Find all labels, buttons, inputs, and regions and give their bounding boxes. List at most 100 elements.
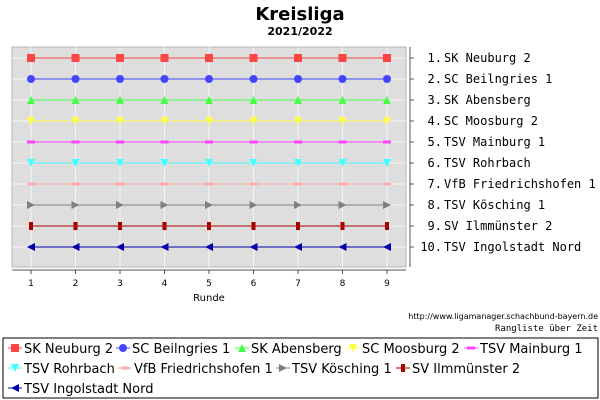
series: [27, 201, 391, 209]
data-point: [338, 201, 347, 209]
data-point: [249, 243, 258, 251]
data-point: [338, 117, 347, 125]
data-point: [249, 201, 258, 209]
data-point: [338, 182, 347, 186]
data-point: [71, 201, 80, 209]
legend-entry: SV Ilmmünster 2: [396, 362, 520, 377]
series: [29, 222, 389, 230]
legend-entry: SC Beilngries 1: [116, 342, 230, 357]
x-tick-label: 7: [295, 279, 301, 289]
legend: SK Neuburg 2 SC Beilngries 1 SK Abensberg S…: [8, 342, 583, 397]
data-point: [116, 75, 124, 83]
team-rank-label: TSV Rohrbach: [444, 156, 531, 170]
data-point: [294, 201, 302, 209]
source-url: http://www.ligamanager.schachbund-bayern…: [408, 312, 598, 321]
data-point: [383, 140, 391, 144]
data-point: [294, 182, 302, 186]
data-point: [205, 201, 213, 209]
data-point: [116, 159, 124, 167]
team-rank-label: SC Beilngries 1: [444, 72, 552, 86]
data-point: [71, 54, 80, 62]
rank-number: 7.: [428, 177, 442, 191]
rank-number: 1.: [428, 51, 442, 65]
data-point: [160, 140, 169, 144]
rank-number: 3.: [428, 93, 442, 107]
data-point: [294, 96, 302, 104]
data-point: [27, 54, 35, 62]
data-point: [160, 201, 169, 209]
legend-marker: [11, 344, 19, 352]
data-point: [27, 243, 35, 251]
rank-number: 2.: [428, 72, 442, 86]
data-point: [116, 182, 124, 186]
data-point: [383, 159, 391, 167]
legend-label: SC Moosburg 2: [362, 342, 460, 357]
data-point: [116, 117, 124, 125]
data-point: [294, 117, 302, 125]
legend-marker: [238, 344, 246, 352]
data-point: [249, 159, 258, 167]
data-point: [338, 159, 347, 167]
data-point: [27, 75, 35, 83]
data-point: [162, 222, 167, 230]
x-tick-label: 2: [73, 279, 79, 289]
data-point: [249, 96, 258, 104]
series: [27, 117, 391, 125]
data-point: [338, 140, 347, 144]
data-point: [27, 159, 35, 167]
data-point: [205, 75, 213, 83]
data-point: [294, 54, 302, 62]
series: [27, 243, 391, 251]
team-rank-label: SC Moosburg 2: [444, 114, 538, 128]
legend-label: SK Abensberg: [251, 342, 342, 357]
data-point: [116, 243, 124, 251]
legend-entry: TSV Mainburg 1: [464, 342, 583, 357]
data-point: [383, 54, 391, 62]
rank-number: 8.: [428, 198, 442, 212]
data-point: [71, 159, 80, 167]
data-point: [338, 96, 347, 104]
team-rank-label: SK Abensberg: [444, 93, 531, 107]
rank-number: 6.: [428, 156, 442, 170]
team-rank-label: SV Ilmmünster 2: [444, 219, 552, 233]
series: [27, 75, 391, 83]
x-tick-label: 3: [117, 279, 123, 289]
legend-entry: SK Neuburg 2: [8, 342, 113, 357]
legend-label: TSV Ingolstadt Nord: [23, 382, 153, 397]
legend-label: VfB Friedrichshofen 1: [134, 362, 273, 377]
legend-label: SV Ilmmünster 2: [412, 362, 520, 377]
data-point: [338, 75, 347, 83]
data-point: [71, 96, 80, 104]
data-point: [294, 75, 302, 83]
data-point: [251, 222, 256, 230]
rank-number: 10.: [420, 240, 442, 254]
legend-marker: [279, 364, 287, 372]
data-point: [205, 96, 213, 104]
series-layer: [27, 54, 391, 251]
data-point: [249, 182, 258, 186]
data-point: [383, 117, 391, 125]
data-point: [160, 243, 169, 251]
legend-label: SK Neuburg 2: [24, 342, 113, 357]
data-point: [383, 182, 391, 186]
data-point: [160, 75, 169, 83]
legend-marker: [121, 366, 129, 370]
data-point: [27, 96, 35, 104]
legend-label: TSV Kösching 1: [291, 362, 392, 377]
data-point: [116, 96, 124, 104]
data-point: [205, 54, 213, 62]
team-rank-label: TSV Ingolstadt Nord: [444, 240, 581, 254]
legend-entry: SC Moosburg 2: [346, 342, 460, 357]
data-point: [249, 75, 258, 83]
data-point: [118, 222, 122, 230]
x-tick-label: 5: [206, 279, 212, 289]
team-rank-label: TSV Mainburg 1: [444, 135, 545, 149]
data-point: [71, 140, 80, 144]
legend-entry: SK Abensberg: [235, 342, 342, 357]
x-tick-label: 9: [384, 279, 390, 289]
legend-entry: TSV Ingolstadt Nord: [8, 382, 153, 397]
legend-entry: TSV Kösching 1: [276, 362, 392, 377]
data-point: [338, 54, 347, 62]
x-tick-label: 1: [28, 279, 34, 289]
rank-number: 4.: [428, 114, 442, 128]
